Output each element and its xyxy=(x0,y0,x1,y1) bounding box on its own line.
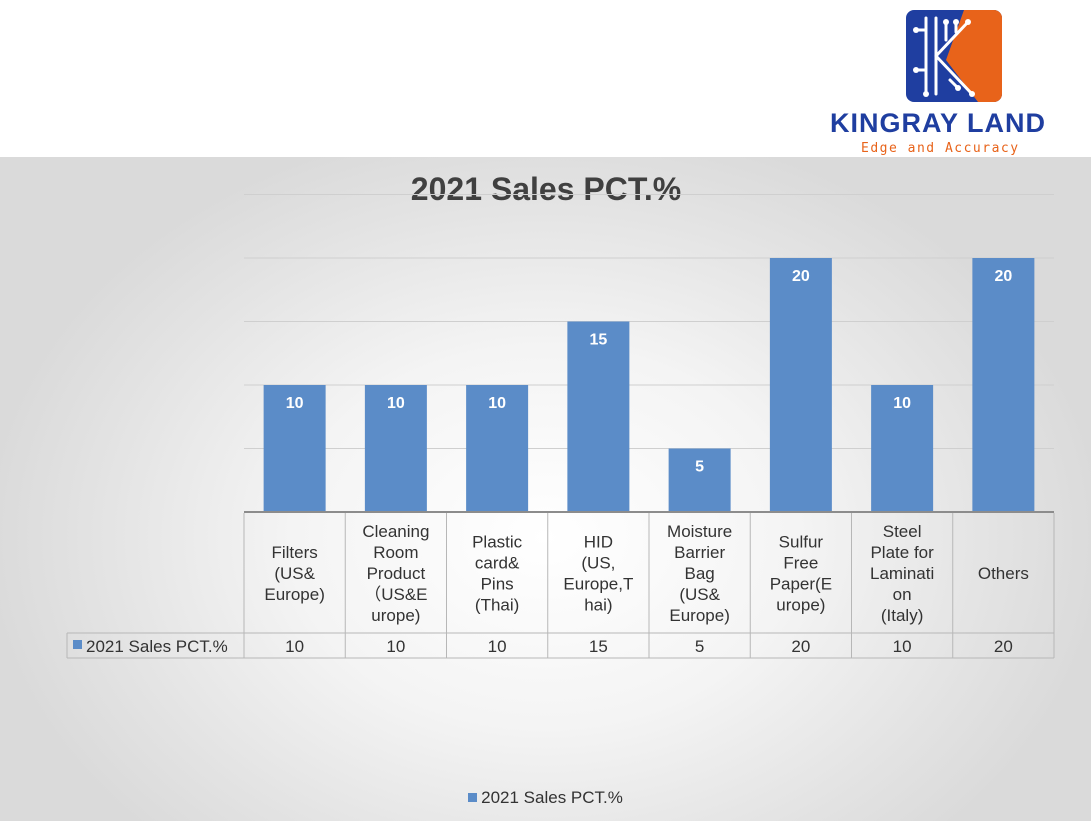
category-label: Sulfur xyxy=(779,533,824,552)
category-label: Laminati xyxy=(870,564,934,583)
bar-chart: 10 10 10 15 5 20 10 20 Filters (US&Europe) Cleanin… xyxy=(66,194,1055,659)
category-label: Europe,T xyxy=(563,575,633,594)
data-label: 10 xyxy=(286,395,304,412)
bar xyxy=(364,385,427,512)
category-label: urope) xyxy=(776,596,825,615)
data-label: 15 xyxy=(589,332,607,349)
category-label: Others xyxy=(978,564,1029,583)
category-label: Cleaning xyxy=(362,522,429,541)
data-label: 20 xyxy=(994,268,1012,285)
category-label: Paper(E xyxy=(770,575,832,594)
data-label: 10 xyxy=(387,395,405,412)
legend: 2021 Sales PCT.% xyxy=(0,788,1091,808)
category-label: Room xyxy=(373,543,418,562)
legend-label: 2021 Sales PCT.% xyxy=(481,788,623,807)
kingray-logo-icon xyxy=(906,10,1002,102)
brand-tagline: Edge and Accuracy xyxy=(861,141,1020,156)
category-label: （US&E xyxy=(364,585,427,604)
data-label: 10 xyxy=(488,395,506,412)
category-label: (Italy) xyxy=(881,606,924,625)
category-label: Barrier xyxy=(674,543,725,562)
bar xyxy=(769,258,832,512)
bar xyxy=(871,385,934,512)
category-label: (US, xyxy=(581,554,615,573)
category-label: Pins xyxy=(481,575,514,594)
category-label: Bag xyxy=(685,564,715,583)
category-label: Steel xyxy=(883,522,922,541)
table-value: 20 xyxy=(791,637,810,656)
brand-name: KINGRAY LAND xyxy=(830,108,1047,138)
category-label: card& xyxy=(475,554,520,573)
bar xyxy=(668,448,731,512)
bar xyxy=(972,258,1035,512)
table-value: 15 xyxy=(589,637,608,656)
table-value: 10 xyxy=(893,637,912,656)
bar xyxy=(466,385,529,512)
category-label: Europe) xyxy=(669,606,729,625)
series-name: 2021 Sales PCT.% xyxy=(86,637,228,656)
category-label: (US& xyxy=(679,585,720,604)
bar xyxy=(263,385,326,512)
category-label: (Thai) xyxy=(475,596,519,615)
table-value: 5 xyxy=(695,637,704,656)
table-legend-swatch xyxy=(73,640,82,649)
category-label: HID xyxy=(584,533,613,552)
table-value: 10 xyxy=(285,637,304,656)
chart-title: 2021 Sales PCT.% xyxy=(410,171,682,207)
category-label: Product xyxy=(367,564,426,583)
category-label: Filters xyxy=(271,543,317,562)
category-label: (US& xyxy=(274,564,315,583)
category-label: Moisture xyxy=(667,522,732,541)
bar xyxy=(567,321,630,512)
table-value: 10 xyxy=(488,637,507,656)
data-label: 20 xyxy=(792,268,810,285)
data-label: 5 xyxy=(695,459,704,476)
chart-area: 2021 Sales PCT.% 10 10 10 15 5 20 10 20 Filters (… xyxy=(0,157,1091,821)
category-label: Europe) xyxy=(264,585,324,604)
table-value: 10 xyxy=(386,637,405,656)
legend-swatch xyxy=(468,793,478,802)
data-label: 10 xyxy=(893,395,911,412)
table-value: 20 xyxy=(994,637,1013,656)
category-label: Plastic xyxy=(472,533,523,552)
category-label: on xyxy=(893,585,912,604)
category-label: Free xyxy=(783,554,818,573)
category-label: urope) xyxy=(371,606,420,625)
category-label: Plate for xyxy=(870,543,934,562)
category-label: hai) xyxy=(584,596,612,615)
header: KINGRAY LAND Edge and Accuracy xyxy=(0,0,1091,157)
